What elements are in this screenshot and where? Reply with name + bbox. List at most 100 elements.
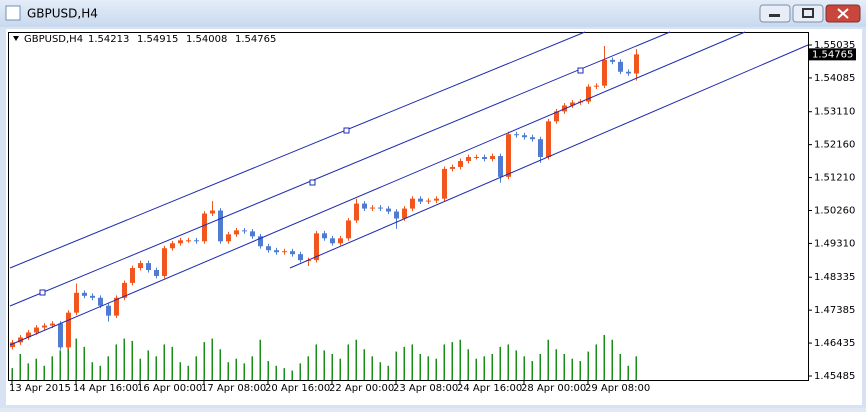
volume-bar (619, 353, 621, 380)
candle-body (362, 203, 367, 209)
header-high: 1.54915 (137, 34, 178, 45)
candle-body (450, 166, 455, 169)
candle-body (122, 282, 127, 298)
volume-bar (419, 353, 421, 380)
volume-bar (515, 350, 517, 380)
candle-body (178, 240, 183, 244)
candle-body (346, 220, 351, 239)
minimize-button[interactable] (759, 4, 791, 23)
candle-body (602, 59, 607, 86)
y-tick-label: 1.54085 (814, 73, 855, 84)
channel-line (9, 31, 746, 346)
volume-bar (83, 346, 85, 380)
title-bar (0, 0, 866, 27)
volume-bar (155, 356, 157, 380)
restore-button[interactable] (792, 4, 824, 23)
candle-body (186, 240, 191, 242)
volume-bar (203, 342, 205, 380)
anchor-point[interactable] (343, 127, 350, 134)
y-tick-label: 1.46435 (814, 338, 855, 349)
volume-bar (379, 362, 381, 380)
volume-bar (587, 351, 589, 380)
volume-bar (411, 344, 413, 380)
volume-bar (395, 351, 397, 380)
anchor-point[interactable] (577, 67, 584, 74)
candle-body (98, 297, 103, 306)
header-open: 1.54213 (88, 34, 129, 45)
y-tick-label: 1.51210 (814, 173, 855, 184)
x-tick-label: 22 Apr 00:00 (329, 383, 394, 394)
y-tick-label: 1.53110 (814, 107, 855, 118)
window-icon (5, 5, 21, 21)
volume-bar (243, 363, 245, 380)
volume-bar (387, 365, 389, 380)
volume-bar (259, 339, 261, 380)
candle-body (522, 135, 527, 138)
candle-body (338, 238, 343, 244)
x-tick-label: 20 Apr 16:00 (265, 383, 330, 394)
candle-body (290, 251, 295, 255)
candle-body (210, 210, 215, 214)
anchor-point[interactable] (309, 179, 316, 186)
chart-title: GBPUSD,H4 (24, 34, 83, 45)
candle-body (74, 292, 79, 313)
candle-body (626, 71, 631, 74)
volume-bar (491, 353, 493, 380)
price-marker (809, 48, 856, 61)
candle-body (154, 270, 159, 276)
restore-icon (802, 8, 814, 18)
volume-bar (59, 350, 61, 380)
candle-body (546, 121, 551, 158)
x-tick-label: 28 Apr 00:00 (521, 383, 586, 394)
plot-area (8, 32, 809, 381)
candle-body (42, 325, 47, 328)
volume-bar (267, 361, 269, 380)
y-tick-label: 1.52160 (814, 140, 855, 151)
volume-bar (451, 342, 453, 380)
candle-body (594, 85, 599, 87)
candle-body (306, 260, 311, 262)
candle-body (386, 208, 391, 212)
volume-bar (459, 339, 461, 380)
volume-bar (403, 346, 405, 380)
volume-bar (547, 339, 549, 380)
volume-bar (115, 344, 117, 380)
volume-bar (571, 358, 573, 380)
volume-bar (139, 358, 141, 380)
candle-body (394, 211, 399, 219)
candle-body (26, 332, 31, 338)
volume-bar (91, 362, 93, 380)
candle-body (194, 240, 199, 242)
candle-body (458, 160, 463, 167)
volume-bar (627, 365, 629, 380)
candle-body (490, 156, 495, 159)
volume-bar (195, 356, 197, 380)
volume-bar (179, 362, 181, 380)
volume-bar (475, 358, 477, 380)
volume-bar (187, 365, 189, 380)
volume-bar (211, 338, 213, 380)
candle-body (370, 207, 375, 209)
candle-body (442, 168, 447, 199)
header-arrow (13, 36, 19, 41)
x-tick-label: 16 Apr 00:00 (137, 383, 202, 394)
channel-line (9, 31, 671, 307)
volume-bar (67, 344, 69, 380)
volume-bar (35, 358, 37, 380)
header-low: 1.54008 (186, 34, 227, 45)
candle-body (482, 157, 487, 159)
volume-bar (563, 353, 565, 380)
x-tick-label: 24 Apr 16:00 (457, 383, 522, 394)
candle-body (130, 268, 135, 283)
volume-bar (435, 358, 437, 380)
candle-body (250, 231, 255, 237)
candle-body (634, 54, 639, 74)
x-tick-label: 23 Apr 08:00 (393, 383, 458, 394)
candle-body (138, 263, 143, 269)
x-tick-label: 17 Apr 08:00 (201, 383, 266, 394)
volume-bar (147, 350, 149, 380)
volume-bar (123, 338, 125, 380)
anchor-point[interactable] (39, 289, 46, 296)
volume-bar (131, 340, 133, 380)
